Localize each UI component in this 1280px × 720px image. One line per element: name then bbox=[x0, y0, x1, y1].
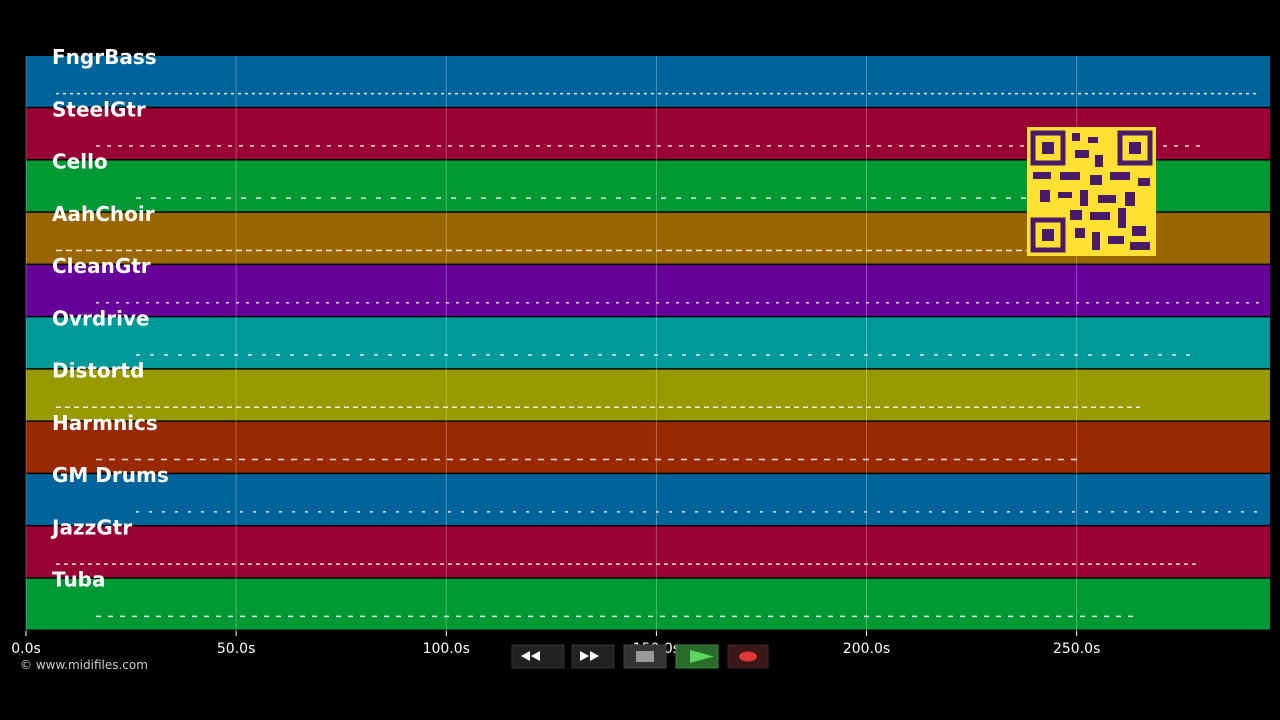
tick-label: 100.0s bbox=[423, 641, 470, 657]
tick-label: 200.0s bbox=[843, 641, 890, 657]
track-name: GM Drums bbox=[52, 463, 169, 487]
record-button[interactable] bbox=[727, 644, 769, 669]
track-name: FngrBass bbox=[52, 45, 157, 69]
track-lane bbox=[26, 265, 1270, 316]
track-name: Cello bbox=[52, 150, 108, 174]
track-name: Distortd bbox=[52, 359, 144, 383]
track-lane bbox=[26, 317, 1270, 369]
track-name: Tuba bbox=[52, 568, 106, 592]
grid bbox=[25, 56, 1078, 631]
rewind-button[interactable] bbox=[511, 644, 565, 669]
track-name: JazzGtr bbox=[50, 515, 132, 539]
tick-label: 0.0s bbox=[11, 641, 41, 657]
qr-code bbox=[1027, 127, 1156, 256]
track-name: SteelGtr bbox=[52, 97, 146, 121]
transport-controls bbox=[511, 644, 769, 669]
track-lane bbox=[26, 526, 1270, 578]
track-lane bbox=[26, 421, 1270, 473]
tick-label: 250.0s bbox=[1053, 641, 1100, 657]
track-name: AahChoir bbox=[52, 202, 155, 226]
track-name: CleanGtr bbox=[52, 254, 151, 278]
track-lane bbox=[26, 474, 1270, 525]
track-lane bbox=[26, 56, 1270, 107]
track-lane bbox=[26, 369, 1270, 421]
track-name: Ovrdrive bbox=[52, 306, 150, 330]
play-button[interactable] bbox=[675, 644, 719, 669]
stop-button[interactable] bbox=[623, 644, 667, 669]
track-name: Harmnics bbox=[52, 411, 158, 435]
fast-forward-button[interactable] bbox=[571, 644, 615, 669]
track-lane bbox=[26, 578, 1270, 630]
track-labels: FngrBass SteelGtr Cello AahChoir CleanGtr Ovr… bbox=[50, 45, 169, 592]
tick-label: 50.0s bbox=[217, 641, 255, 657]
copyright: © www.midifiles.com bbox=[20, 658, 148, 672]
